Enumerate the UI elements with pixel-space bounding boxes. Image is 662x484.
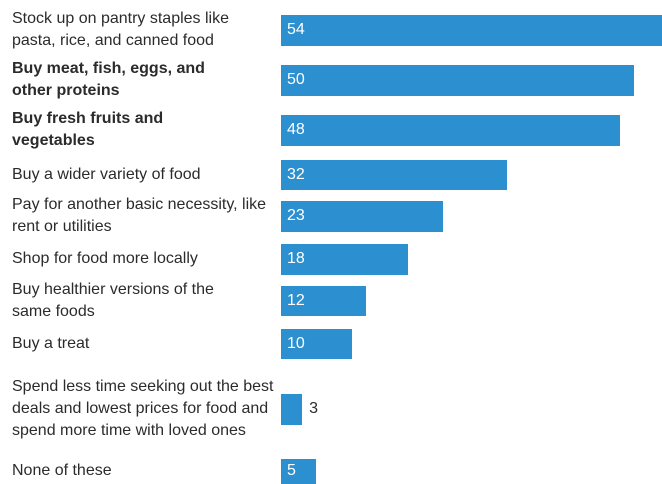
bar bbox=[281, 160, 507, 190]
category-label: Buy meat, fish, eggs, and other proteins bbox=[12, 60, 205, 99]
bar bbox=[281, 286, 366, 316]
value-label: 3 bbox=[309, 400, 319, 417]
value-label: 5 bbox=[287, 462, 296, 479]
value-label: 12 bbox=[287, 292, 305, 309]
value-label: 54 bbox=[287, 21, 305, 38]
value-label: 10 bbox=[287, 335, 305, 352]
bar bbox=[281, 329, 352, 359]
bar bbox=[281, 393, 303, 425]
category-label: Buy healthier versions of the same foods bbox=[12, 281, 214, 320]
category-label: Buy a wider variety of food bbox=[12, 166, 201, 183]
bar bbox=[281, 200, 444, 232]
value-label: 23 bbox=[287, 207, 305, 224]
bar bbox=[281, 14, 662, 46]
category-label: Buy fresh fruits and vegetables bbox=[12, 110, 164, 149]
bar bbox=[281, 458, 317, 484]
category-label: Stock up on pantry staples like pasta, r… bbox=[12, 10, 230, 49]
bar bbox=[281, 243, 408, 275]
category-label: Shop for food more locally bbox=[12, 250, 198, 267]
value-label: 48 bbox=[287, 121, 305, 138]
category-label: Pay for another basic necessity, like re… bbox=[12, 196, 267, 235]
bar bbox=[281, 64, 634, 96]
value-label: 18 bbox=[287, 250, 305, 267]
bar bbox=[281, 114, 620, 146]
value-label: 50 bbox=[287, 71, 305, 88]
category-label: Buy a treat bbox=[12, 335, 90, 352]
category-label: None of these bbox=[12, 462, 112, 479]
category-label: Spend less time seeking out the best dea… bbox=[12, 378, 274, 439]
value-label: 32 bbox=[287, 166, 305, 183]
